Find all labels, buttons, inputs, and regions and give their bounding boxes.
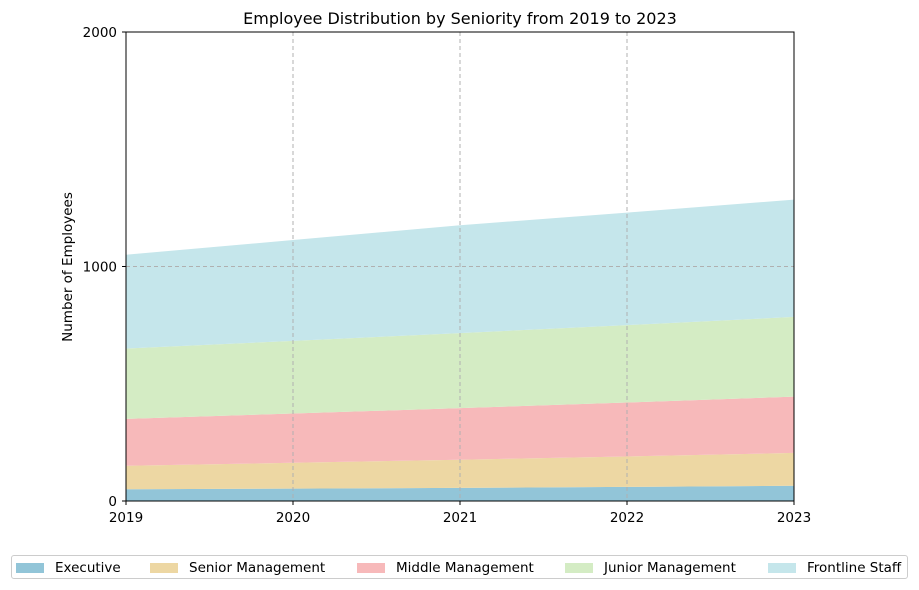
legend-swatch xyxy=(565,563,593,573)
legend-swatch xyxy=(16,563,44,573)
legend-swatch xyxy=(357,563,385,573)
y-tick-label: 0 xyxy=(108,494,117,510)
x-tick-label: 2020 xyxy=(276,510,310,526)
grid-lines xyxy=(126,32,794,501)
legend-item-middle-management: Middle Management xyxy=(357,560,534,576)
x-axis-ticks: 2019 2020 2021 2022 2023 xyxy=(109,501,811,526)
y-tick-label: 2000 xyxy=(83,25,117,41)
x-tick-label: 2022 xyxy=(610,510,644,526)
legend-item-executive: Executive xyxy=(16,560,121,576)
x-tick-label: 2021 xyxy=(443,510,477,526)
x-tick-label: 2023 xyxy=(777,510,811,526)
y-axis-ticks: 0 1000 2000 xyxy=(83,25,126,510)
legend-label: Junior Management xyxy=(604,560,736,576)
legend-item-junior-management: Junior Management xyxy=(565,560,736,576)
legend-label: Middle Management xyxy=(396,560,534,576)
y-tick-label: 1000 xyxy=(83,260,117,276)
legend-item-senior-management: Senior Management xyxy=(150,560,325,576)
legend-swatch xyxy=(150,563,178,573)
legend-label: Frontline Staff xyxy=(807,560,902,576)
legend-label: Executive xyxy=(55,560,121,576)
x-tick-label: 2019 xyxy=(109,510,143,526)
chart-title: Employee Distribution by Seniority from … xyxy=(243,9,677,28)
legend-swatch xyxy=(768,563,796,573)
legend-label: Senior Management xyxy=(189,560,326,576)
y-axis-label: Number of Employees xyxy=(60,192,76,342)
legend-item-frontline-staff: Frontline Staff xyxy=(768,560,901,576)
legend: Executive Senior Management Middle Managem… xyxy=(11,555,908,579)
